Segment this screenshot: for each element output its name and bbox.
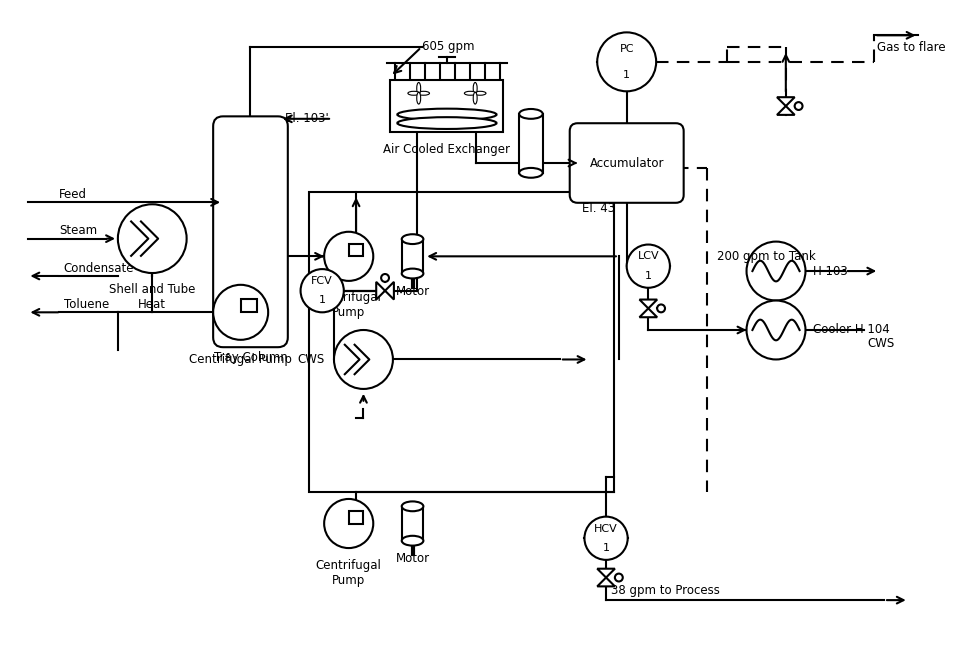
Polygon shape xyxy=(777,97,794,106)
Ellipse shape xyxy=(417,91,430,95)
Ellipse shape xyxy=(473,82,478,94)
Ellipse shape xyxy=(475,91,486,95)
Bar xyxy=(519,114,543,173)
Polygon shape xyxy=(639,308,657,317)
Circle shape xyxy=(334,330,393,389)
Ellipse shape xyxy=(519,168,543,178)
Circle shape xyxy=(657,304,665,312)
Text: 1: 1 xyxy=(623,70,631,80)
Bar xyxy=(309,193,614,492)
Ellipse shape xyxy=(402,269,423,279)
Text: FCV: FCV xyxy=(311,276,333,286)
Circle shape xyxy=(627,245,670,288)
Text: 38 gpm to Process: 38 gpm to Process xyxy=(611,584,720,597)
Text: Shell and Tube
Heat: Shell and Tube Heat xyxy=(109,282,195,311)
Text: 1: 1 xyxy=(603,543,610,553)
Circle shape xyxy=(746,300,806,360)
Bar xyxy=(390,81,503,131)
Text: CWS: CWS xyxy=(297,353,324,366)
Polygon shape xyxy=(777,106,794,115)
FancyBboxPatch shape xyxy=(569,123,683,203)
Circle shape xyxy=(746,242,806,300)
Text: 605 gpm: 605 gpm xyxy=(422,40,475,53)
Text: Tray Column: Tray Column xyxy=(213,350,287,364)
Ellipse shape xyxy=(473,92,478,104)
Ellipse shape xyxy=(402,536,423,546)
FancyBboxPatch shape xyxy=(213,116,288,347)
Text: Feed: Feed xyxy=(59,188,87,201)
Text: Toluene: Toluene xyxy=(64,298,109,311)
Circle shape xyxy=(585,517,628,560)
Polygon shape xyxy=(639,300,657,308)
Text: HCV: HCV xyxy=(594,523,618,533)
Text: 200 gpm to Tank: 200 gpm to Tank xyxy=(717,250,815,263)
Polygon shape xyxy=(597,569,615,578)
Ellipse shape xyxy=(402,502,423,512)
Text: CWS: CWS xyxy=(867,337,895,350)
Text: 1: 1 xyxy=(645,271,652,281)
Ellipse shape xyxy=(402,234,423,244)
Text: Steam: Steam xyxy=(59,224,97,238)
Bar xyxy=(240,298,257,312)
Text: Gas to flare: Gas to flare xyxy=(878,41,946,53)
Ellipse shape xyxy=(416,92,421,104)
Text: Cooler H 104: Cooler H 104 xyxy=(813,323,890,337)
Bar xyxy=(348,244,364,256)
Circle shape xyxy=(381,274,389,282)
Text: H 103: H 103 xyxy=(813,265,848,278)
Text: El. 103': El. 103' xyxy=(285,112,329,125)
Polygon shape xyxy=(597,578,615,586)
Bar xyxy=(402,239,423,273)
Text: El. 43: El. 43 xyxy=(583,202,615,215)
Circle shape xyxy=(118,204,187,273)
Circle shape xyxy=(300,269,344,312)
Circle shape xyxy=(324,232,373,281)
Bar xyxy=(402,506,423,541)
Text: Motor: Motor xyxy=(395,552,430,566)
Text: Accumulator: Accumulator xyxy=(590,156,664,170)
Ellipse shape xyxy=(408,91,420,95)
Circle shape xyxy=(324,499,373,548)
Polygon shape xyxy=(376,282,385,300)
Polygon shape xyxy=(385,282,394,300)
Text: Centrifugal
Pump: Centrifugal Pump xyxy=(316,292,382,319)
Ellipse shape xyxy=(416,82,421,94)
Circle shape xyxy=(597,32,657,91)
Text: Air Cooled Exchanger: Air Cooled Exchanger xyxy=(384,143,510,156)
Text: LCV: LCV xyxy=(637,251,659,261)
Text: PC: PC xyxy=(619,44,634,53)
Text: Centrifugal Pump: Centrifugal Pump xyxy=(189,353,292,366)
Text: Centrifugal
Pump: Centrifugal Pump xyxy=(316,558,382,587)
Text: Motor: Motor xyxy=(395,285,430,298)
Circle shape xyxy=(794,102,803,110)
Text: Condensate: Condensate xyxy=(64,261,134,275)
Ellipse shape xyxy=(397,109,497,120)
Ellipse shape xyxy=(519,109,543,119)
Circle shape xyxy=(615,574,623,581)
Circle shape xyxy=(213,285,268,340)
Text: 1: 1 xyxy=(319,296,325,306)
Ellipse shape xyxy=(397,117,497,129)
Bar xyxy=(348,512,364,523)
Ellipse shape xyxy=(464,91,477,95)
